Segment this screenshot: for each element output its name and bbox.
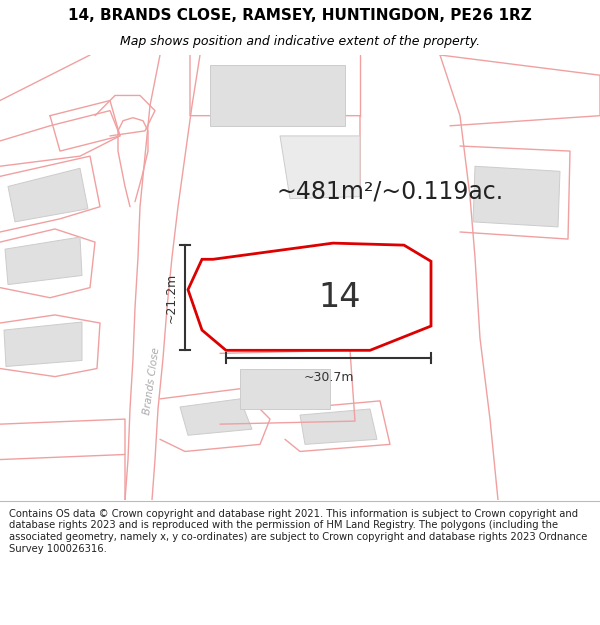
Polygon shape <box>8 168 88 222</box>
Text: ~481m²/~0.119ac.: ~481m²/~0.119ac. <box>277 179 503 204</box>
Text: ~30.7m: ~30.7m <box>303 371 354 384</box>
Polygon shape <box>5 237 82 284</box>
Text: ~21.2m: ~21.2m <box>165 272 178 323</box>
Polygon shape <box>4 322 82 366</box>
Polygon shape <box>240 268 360 330</box>
Polygon shape <box>188 243 431 351</box>
Text: 14, BRANDS CLOSE, RAMSEY, HUNTINGDON, PE26 1RZ: 14, BRANDS CLOSE, RAMSEY, HUNTINGDON, PE… <box>68 8 532 23</box>
Polygon shape <box>210 65 345 126</box>
Polygon shape <box>280 136 360 199</box>
Polygon shape <box>300 409 377 444</box>
Polygon shape <box>473 166 560 227</box>
Polygon shape <box>240 369 330 409</box>
Text: Brands Close: Brands Close <box>142 346 161 415</box>
Text: 14: 14 <box>319 281 361 314</box>
Text: Contains OS data © Crown copyright and database right 2021. This information is : Contains OS data © Crown copyright and d… <box>9 509 587 554</box>
Polygon shape <box>180 399 252 435</box>
Text: Map shows position and indicative extent of the property.: Map shows position and indicative extent… <box>120 35 480 48</box>
